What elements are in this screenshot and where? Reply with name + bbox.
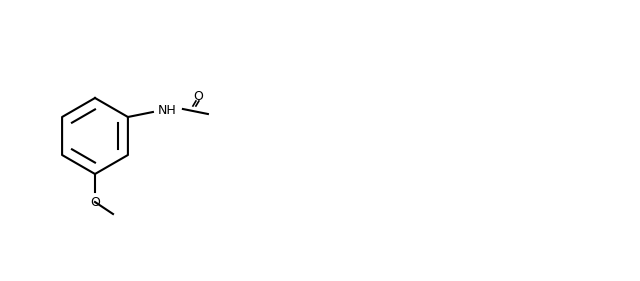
Text: NH: NH [158,103,177,117]
Text: O: O [193,90,203,103]
Text: O: O [90,196,100,209]
